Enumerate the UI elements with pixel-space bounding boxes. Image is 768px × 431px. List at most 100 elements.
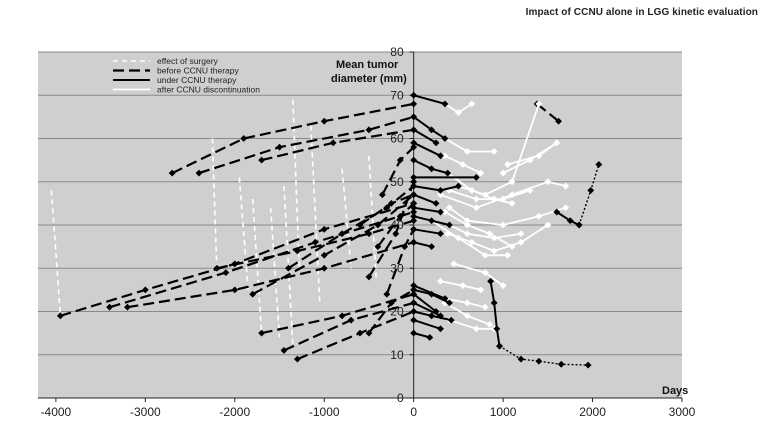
data-point-tail [595, 161, 603, 168]
data-point-under [432, 199, 440, 207]
series-line-after [449, 189, 531, 201]
series-line-surgery [310, 125, 321, 303]
axis-labels: Mean tumor diameter (mm) Days [331, 59, 688, 397]
data-point-after [535, 152, 543, 160]
data-point-after [499, 169, 507, 177]
data-point-under [428, 312, 435, 320]
data-point-after [446, 204, 453, 212]
series-line-under [413, 241, 432, 248]
data-point-before [338, 312, 346, 320]
series-line-surgery [269, 207, 281, 338]
series-line-under [413, 141, 441, 157]
legend-label: effect of surgery [157, 56, 219, 66]
data-point-under [487, 277, 495, 285]
data-point-before [387, 199, 395, 207]
data-point-under [410, 238, 418, 246]
data-point-tail [584, 361, 592, 369]
data-point-after [463, 312, 471, 320]
data-point-after [490, 148, 498, 155]
data-point-before [356, 221, 364, 229]
series-line-surgery [368, 155, 377, 277]
data-point-before [213, 264, 221, 272]
x-tick-label: 0 [410, 405, 417, 419]
data-point-before [280, 347, 288, 354]
data-point-before [56, 312, 64, 320]
data-point-before [365, 273, 373, 281]
data-point-before [168, 169, 176, 177]
data-point-under [410, 308, 418, 315]
series-line-before [252, 193, 415, 296]
data-point-under [437, 186, 444, 194]
series-line-under [413, 206, 441, 213]
series-line-after [449, 224, 522, 239]
data-point-after [454, 109, 462, 116]
data-point-under [446, 221, 453, 229]
y-tick-label: 50 [390, 175, 404, 189]
data-point-after [463, 221, 471, 229]
data-point-under [410, 182, 418, 190]
data-point-before [293, 247, 301, 255]
data-point-under [410, 290, 418, 298]
data-point-before [141, 286, 149, 294]
data-point-under [566, 217, 574, 225]
data-point-after [472, 325, 480, 333]
data-point-after [477, 169, 485, 177]
data-point-under [410, 126, 418, 134]
data-point-under [410, 316, 418, 324]
data-point-before [374, 221, 382, 229]
data-point-under [441, 135, 449, 142]
data-point-before [222, 269, 230, 276]
data-point-after [468, 100, 476, 108]
series-line-under [413, 193, 437, 205]
data-point-after [481, 269, 489, 276]
data-point-after [437, 191, 444, 199]
data-point-before [124, 303, 131, 311]
series-line-surgery [341, 168, 352, 269]
series-line-tail [499, 345, 589, 366]
data-point-tail [575, 221, 583, 229]
data-point-under [493, 325, 501, 333]
page-title: Impact of CCNU alone in LGG kinetic eval… [525, 7, 758, 18]
data-point-under [553, 208, 561, 216]
data-point-under [437, 325, 444, 333]
data-point-under [437, 230, 444, 238]
data-point-before [258, 329, 266, 337]
series-line-under [413, 293, 437, 313]
data-point-under [472, 174, 480, 181]
data-point-tail [587, 186, 595, 194]
data-point-before [396, 212, 404, 220]
data-point-under [410, 212, 418, 220]
series-line-under [413, 128, 437, 144]
series-line-under [413, 319, 441, 330]
data-point-after [472, 195, 480, 203]
series-line-after [431, 219, 508, 257]
data-point-before [401, 243, 409, 251]
data-point-under [454, 182, 462, 190]
data-point-before [374, 243, 382, 251]
legend-label: after CCNU discontinuation [157, 85, 260, 95]
data-point-after [481, 191, 489, 199]
series-line-surgery [251, 199, 263, 334]
data-point-under [410, 91, 418, 99]
data-point-tail [557, 360, 565, 368]
data-point-under [410, 225, 418, 233]
data-point-after [468, 238, 476, 246]
data-point-under [428, 126, 435, 134]
data-point-after [472, 204, 480, 212]
data-point-before [396, 156, 404, 164]
data-point-under [410, 139, 418, 147]
data-point-before [276, 143, 283, 151]
data-point-before [383, 290, 391, 298]
data-point-after [441, 208, 449, 216]
data-point-after [508, 199, 516, 207]
data-point-under [428, 290, 435, 298]
data-point-before [320, 251, 328, 259]
y-tick-label: 60 [390, 132, 404, 146]
data-point-before [410, 100, 418, 108]
y-tick-label: 30 [390, 261, 404, 275]
data-point-before [387, 299, 395, 307]
data-point-under [410, 191, 418, 199]
data-point-after [477, 286, 485, 294]
data-point-after [544, 178, 552, 186]
